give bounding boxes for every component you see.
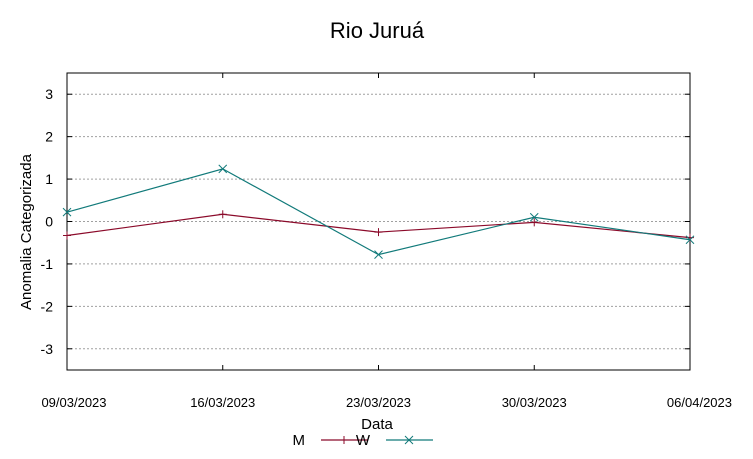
marker-stroke bbox=[374, 250, 383, 259]
y-tick-label: -1 bbox=[41, 256, 54, 272]
y-axis-label: Anomalia Categorizada bbox=[18, 153, 35, 310]
marker-stroke bbox=[685, 235, 695, 245]
legend-label-m: M bbox=[293, 432, 306, 449]
marker-stroke bbox=[404, 435, 414, 445]
x-tick-label: 23/03/2023 bbox=[346, 395, 411, 410]
x-tick-label: 16/03/2023 bbox=[190, 395, 255, 410]
data-point-w bbox=[62, 207, 72, 217]
legend-marker-w bbox=[404, 435, 414, 445]
marker-stroke bbox=[529, 212, 539, 222]
marker-stroke bbox=[62, 207, 72, 217]
axes: 3 2 1 0 -1 -2 -3 09/03/2023 16/03/2023 23/03/2023… bbox=[41, 72, 732, 410]
series-line-w bbox=[66, 168, 691, 256]
data-point-w bbox=[218, 164, 228, 174]
plot-frame bbox=[66, 72, 691, 371]
data-point-w bbox=[374, 250, 383, 259]
chart-title: Rio Juruá bbox=[330, 18, 425, 43]
data-point-m bbox=[63, 231, 71, 240]
y-tick-label: 1 bbox=[45, 171, 53, 187]
series-layer bbox=[62, 164, 695, 259]
data-point-w bbox=[529, 212, 539, 222]
x-tick-label: 30/03/2023 bbox=[502, 395, 567, 410]
y-tick-label: 2 bbox=[45, 129, 53, 145]
x-axis-label: Data bbox=[361, 416, 393, 433]
y-tick-label: 0 bbox=[45, 214, 53, 230]
data-point-m bbox=[374, 228, 383, 237]
data-point-w bbox=[685, 235, 695, 245]
y-tick-label: -2 bbox=[41, 298, 54, 314]
x-tick-label: 09/03/2023 bbox=[41, 395, 106, 410]
marker-stroke bbox=[218, 164, 228, 174]
grid bbox=[67, 93, 690, 350]
y-tick-label: -3 bbox=[41, 341, 54, 357]
data-point-m bbox=[218, 210, 227, 219]
y-tick-label: 3 bbox=[45, 86, 53, 102]
legend-marker-m bbox=[340, 436, 348, 444]
legend-label-w: W bbox=[356, 432, 371, 449]
x-tick-label: 06/04/2023 bbox=[667, 395, 732, 410]
data-point-m bbox=[530, 218, 539, 227]
